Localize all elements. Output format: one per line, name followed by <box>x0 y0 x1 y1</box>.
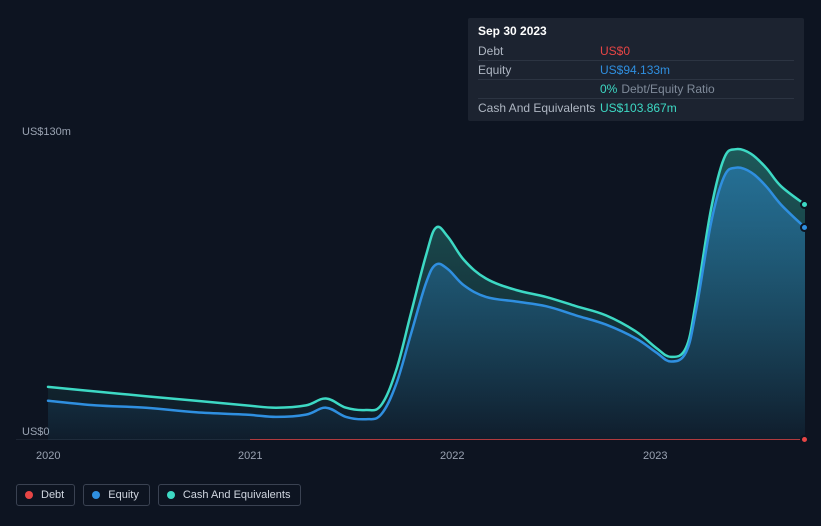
chart-tooltip: Sep 30 2023 DebtUS$0EquityUS$94.133m0%De… <box>468 18 804 121</box>
x-axis-label: 2021 <box>238 450 262 462</box>
plot-area[interactable] <box>16 140 805 440</box>
tooltip-date: Sep 30 2023 <box>478 24 794 38</box>
legend-label: Cash And Equivalents <box>183 489 291 501</box>
tooltip-row-value: US$103.867m <box>600 101 677 115</box>
legend-item[interactable]: Equity <box>83 484 150 506</box>
x-axis-label: 2020 <box>36 450 60 462</box>
legend-item[interactable]: Debt <box>16 484 75 506</box>
tooltip-row: DebtUS$0 <box>478 42 794 61</box>
tooltip-row-extra: Debt/Equity Ratio <box>621 82 714 96</box>
tooltip-row-label: Cash And Equivalents <box>478 101 600 115</box>
legend-dot-icon <box>92 491 100 499</box>
debt-equity-chart: Sep 30 2023 DebtUS$0EquityUS$94.133m0%De… <box>0 0 821 526</box>
tooltip-row-label: Equity <box>478 63 600 77</box>
tooltip-row-label: Debt <box>478 44 600 58</box>
series-end-marker <box>800 223 809 232</box>
legend-dot-icon <box>167 491 175 499</box>
x-axis-label: 2022 <box>440 450 464 462</box>
legend-item[interactable]: Cash And Equivalents <box>158 484 302 506</box>
series-end-marker <box>800 435 809 444</box>
tooltip-row: EquityUS$94.133m <box>478 61 794 80</box>
tooltip-row-value: US$0 <box>600 44 630 58</box>
series-end-marker <box>800 200 809 209</box>
tooltip-row-label <box>478 82 600 96</box>
tooltip-row-value: 0% <box>600 82 617 96</box>
tooltip-row: 0% Debt/Equity Ratio <box>478 80 794 99</box>
legend: Debt Equity Cash And Equivalents <box>16 484 301 506</box>
tooltip-row: Cash And EquivalentsUS$103.867m <box>478 99 794 117</box>
x-axis-label: 2023 <box>643 450 667 462</box>
legend-label: Equity <box>108 489 139 501</box>
tooltip-row-value: US$94.133m <box>600 63 670 77</box>
y-axis-label: US$130m <box>22 126 71 138</box>
legend-dot-icon <box>25 491 33 499</box>
legend-label: Debt <box>41 489 64 501</box>
